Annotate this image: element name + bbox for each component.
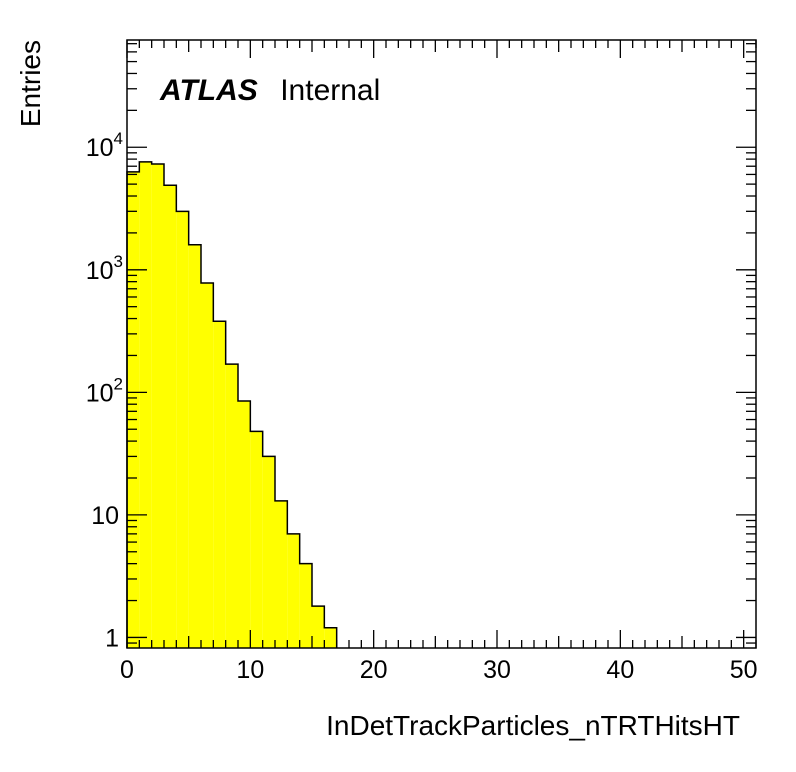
y-axis-ticks: [127, 43, 756, 644]
histogram-bar: [324, 627, 337, 648]
y-tick-labels: 1 10 102 103 104: [86, 129, 123, 652]
histogram-bar: [250, 431, 263, 648]
histogram-bar: [127, 171, 140, 648]
plot-frame: [126, 39, 757, 649]
histogram-outline: [126, 161, 338, 648]
atlas-label-bold: ATLAS: [159, 74, 258, 107]
x-axis-title: InDetTrackParticles_nTRTHitsHT: [326, 710, 740, 741]
x-tick-label: 40: [606, 656, 634, 684]
x-tick-label: 50: [730, 656, 758, 684]
histogram-bar: [188, 244, 201, 648]
y-tick-label: 103: [86, 252, 123, 285]
histogram-bar: [299, 563, 312, 648]
histogram-bar: [201, 283, 214, 648]
x-tick-label: 30: [483, 656, 511, 684]
histogram-bar: [312, 606, 325, 648]
histogram-bar: [213, 321, 226, 648]
histogram-bar: [275, 500, 288, 648]
histogram-bar: [164, 185, 177, 648]
x-tick-label: 0: [120, 656, 134, 684]
histogram-bar: [176, 211, 189, 648]
y-tick-label: 102: [86, 374, 123, 407]
histogram-bar: [287, 533, 300, 648]
histogram-bar: [225, 364, 238, 648]
x-tick-labels: 0 10 20 30 40 50: [120, 656, 758, 684]
x-tick-label: 10: [236, 656, 264, 684]
y-axis-title: Entries: [15, 40, 46, 127]
y-tick-label: 10: [91, 502, 119, 530]
histogram-bars: [127, 161, 337, 649]
x-axis-ticks: [126, 40, 757, 648]
histogram-bar: [151, 163, 164, 649]
histogram-bar: [262, 456, 275, 648]
histogram-bar: [139, 161, 152, 648]
y-tick-label: 1: [105, 624, 119, 652]
atlas-label: ATLAS Internal: [159, 74, 380, 107]
x-tick-label: 20: [360, 656, 388, 684]
y-tick-label: 104: [86, 129, 123, 162]
histogram-bar: [238, 400, 251, 648]
atlas-label-internal: Internal: [280, 74, 380, 107]
